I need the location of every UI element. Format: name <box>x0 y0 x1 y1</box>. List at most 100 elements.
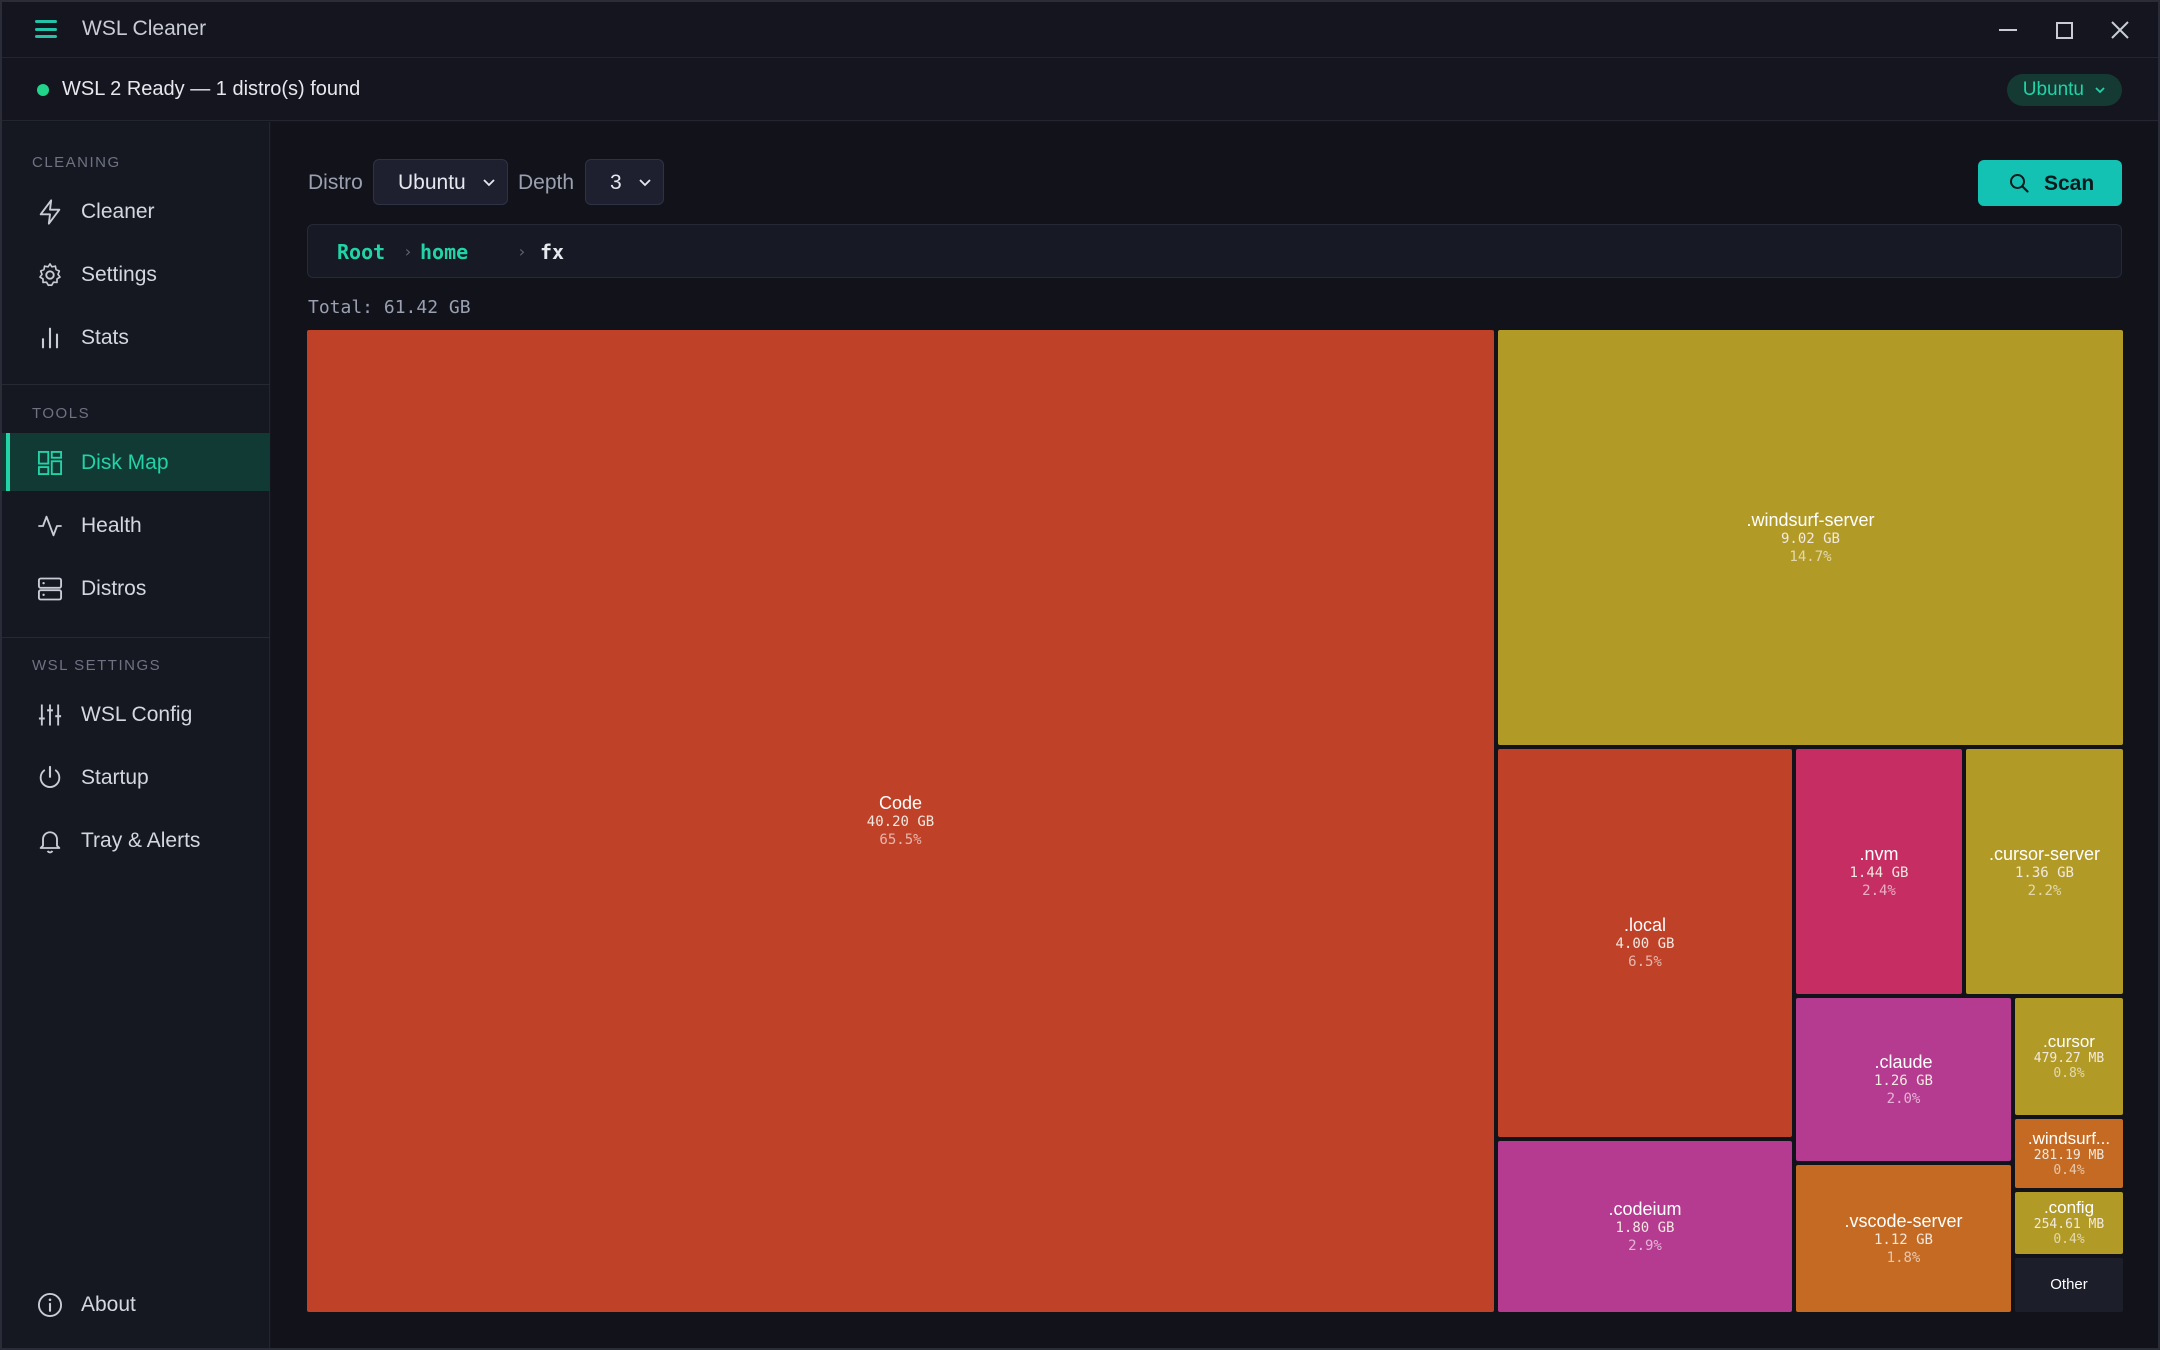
chevron-down-icon <box>2095 87 2105 94</box>
title-bar: WSL Cleaner <box>2 2 2158 58</box>
tile-percent: 6.5% <box>1628 954 1662 970</box>
treemap-tile-other[interactable]: Other <box>2015 1258 2123 1312</box>
breadcrumb-separator: › <box>403 242 413 261</box>
breadcrumb: Root › home › fx <box>307 224 2122 278</box>
sidebar-item-startup[interactable]: Startup <box>2 748 270 806</box>
grid-icon <box>37 450 63 476</box>
treemap-tile-cursor-server[interactable]: .cursor-server 1.36 GB 2.2% <box>1966 749 2123 994</box>
sidebar-item-label: Cleaner <box>81 200 155 223</box>
maximize-button[interactable] <box>2044 14 2084 46</box>
treemap-tile-local[interactable]: .local 4.00 GB 6.5% <box>1498 749 1792 1137</box>
treemap-tile-vscode-server[interactable]: .vscode-server 1.12 GB 1.8% <box>1796 1165 2011 1312</box>
depth-select-value: 3 <box>610 171 622 194</box>
disk-map-panel: Distro Ubuntu Depth 3 Scan Root › home ›… <box>271 122 2158 1348</box>
sidebar-item-distros[interactable]: Distros <box>2 559 270 617</box>
sidebar: CLEANING Cleaner Settings Stats TOOLS Di… <box>2 122 270 1348</box>
treemap-tile-code[interactable]: Code 40.20 GB 65.5% <box>307 330 1494 1312</box>
tile-name: .cursor <box>2043 1031 2095 1051</box>
power-icon <box>39 765 61 788</box>
tile-size: 40.20 GB <box>866 814 935 830</box>
status-bar: WSL 2 Ready — 1 distro(s) found Ubuntu <box>2 59 2158 121</box>
sidebar-item-label: Tray & Alerts <box>81 829 201 852</box>
hamburger-menu-icon[interactable] <box>35 20 57 38</box>
search-icon <box>2010 174 2029 193</box>
sidebar-item-label: Disk Map <box>81 451 169 474</box>
tile-percent: 2.4% <box>1862 882 1896 899</box>
distro-pill-label: Ubuntu <box>2022 79 2084 100</box>
tile-size: 1.80 GB <box>1615 1219 1675 1236</box>
maximize-icon <box>2055 21 2073 39</box>
tile-name: .codeium <box>1608 1198 1682 1219</box>
tile-percent: 65.5% <box>879 832 922 848</box>
treemap-tile-nvm[interactable]: .nvm 1.44 GB 2.4% <box>1796 749 1962 994</box>
treemap-tile-config[interactable]: .config 254.61 MB 0.4% <box>2015 1192 2123 1254</box>
minimize-icon <box>1999 29 2017 31</box>
tile-size: 1.36 GB <box>2014 864 2074 881</box>
sidebar-item-wsl-config[interactable]: WSL Config <box>2 685 270 743</box>
close-button[interactable] <box>2100 14 2140 46</box>
info-icon <box>37 1292 63 1318</box>
breadcrumb-home[interactable]: home <box>420 240 469 264</box>
tile-name: .vscode-server <box>1844 1210 1963 1231</box>
sidebar-item-disk-map[interactable]: Disk Map <box>2 433 270 491</box>
sidebar-item-about[interactable]: About <box>2 1275 270 1333</box>
sidebar-item-label: Stats <box>81 326 129 349</box>
sidebar-item-stats[interactable]: Stats <box>2 308 270 366</box>
tile-size: 254.61 MB <box>2033 1217 2105 1232</box>
tile-percent: 1.8% <box>1886 1249 1921 1266</box>
sidebar-divider <box>2 637 270 638</box>
tile-name: .claude <box>1874 1051 1933 1072</box>
activity-icon <box>38 515 62 537</box>
tile-percent: 0.4% <box>2053 1162 2085 1178</box>
tile-percent: 0.8% <box>2053 1065 2085 1081</box>
tile-name: .cursor-server <box>1988 843 2100 864</box>
treemap-tile-claude[interactable]: .claude 1.26 GB 2.0% <box>1796 998 2011 1161</box>
section-label-cleaning: CLEANING <box>32 154 121 171</box>
sidebar-item-settings[interactable]: Settings <box>2 245 270 303</box>
sidebar-item-cleaner[interactable]: Cleaner <box>2 182 270 240</box>
distro-select[interactable]: Ubuntu <box>373 159 508 205</box>
tile-size: 281.19 MB <box>2033 1147 2105 1163</box>
section-label-tools: TOOLS <box>32 405 91 422</box>
zap-icon <box>39 199 61 225</box>
distro-label: Distro <box>308 171 363 194</box>
treemap-tile-windsurf[interactable]: .windsurf... 281.19 MB 0.4% <box>2015 1119 2123 1188</box>
chevron-down-icon <box>483 179 495 187</box>
scan-button[interactable]: Scan <box>1978 160 2122 206</box>
tile-size: 4.00 GB <box>1615 936 1675 952</box>
tile-percent: 14.7% <box>1789 548 1832 565</box>
status-indicator-dot <box>37 84 49 96</box>
treemap-tile-windsurf-server[interactable]: .windsurf-server 9.02 GB 14.7% <box>1498 330 2123 745</box>
tile-name: Code <box>878 793 923 813</box>
tile-name: .nvm <box>1859 843 1899 864</box>
breadcrumb-separator: › <box>517 242 527 261</box>
sidebar-item-label: Settings <box>81 263 157 286</box>
tile-percent: 2.9% <box>1628 1237 1662 1254</box>
tile-name: Other <box>2050 1276 2088 1293</box>
tile-size: 1.44 GB <box>1849 864 1909 881</box>
sidebar-item-label: Health <box>81 514 142 537</box>
tile-size: 1.12 GB <box>1873 1231 1933 1248</box>
breadcrumb-root[interactable]: Root <box>337 240 386 264</box>
close-icon <box>2111 21 2129 39</box>
app-title: WSL Cleaner <box>82 17 207 40</box>
total-size: Total: 61.42 GB <box>308 297 471 318</box>
tile-size: 479.27 MB <box>2033 1050 2105 1066</box>
treemap-tile-codeium[interactable]: .codeium 1.80 GB 2.9% <box>1498 1141 1792 1312</box>
tile-percent: 2.2% <box>2027 882 2062 899</box>
minimize-button[interactable] <box>1988 14 2028 46</box>
distro-select-value: Ubuntu <box>398 171 466 194</box>
disk-treemap: Code 40.20 GB 65.5% .windsurf-server 9.02 G… <box>307 330 2123 1314</box>
tile-name: .config <box>2043 1198 2095 1217</box>
distro-pill-selector[interactable]: Ubuntu <box>2006 74 2122 106</box>
section-label-wsl-settings: WSL SETTINGS <box>32 657 162 674</box>
tile-name: .windsurf-server <box>1746 509 1875 530</box>
depth-select[interactable]: 3 <box>585 159 664 205</box>
treemap-tile-cursor[interactable]: .cursor 479.27 MB 0.8% <box>2015 998 2123 1115</box>
sidebar-item-health[interactable]: Health <box>2 496 270 554</box>
tile-name: .windsurf... <box>2027 1128 2111 1148</box>
sidebar-item-tray-alerts[interactable]: Tray & Alerts <box>2 811 270 869</box>
tile-percent: 2.0% <box>1886 1090 1921 1107</box>
bar-chart-icon <box>41 327 59 349</box>
